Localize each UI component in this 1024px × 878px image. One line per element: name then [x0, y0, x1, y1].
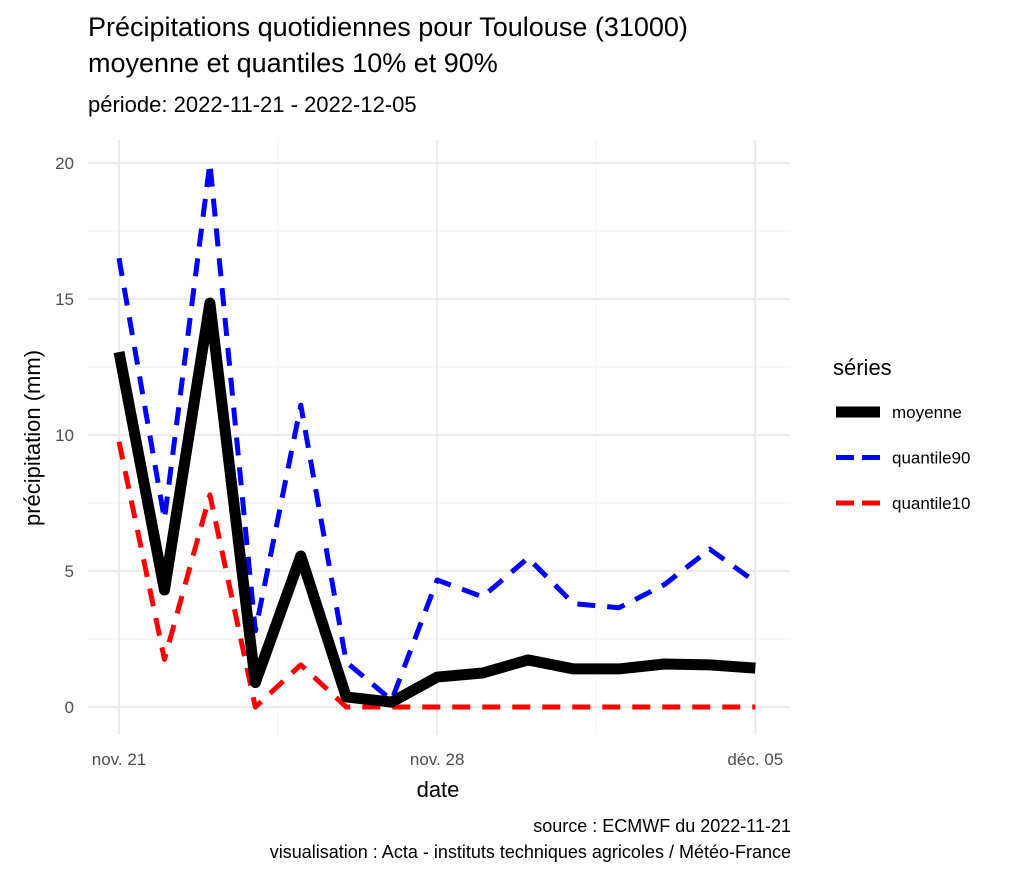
y-tick-label: 15	[55, 290, 74, 309]
axes: 0 5 10 15 20 nov. 21 nov. 28 déc. 05 date précipi…	[20, 154, 783, 802]
series-line-moyenne	[113, 297, 756, 708]
legend-title: séries	[833, 355, 892, 380]
caption-visualisation: visualisation : Acta - instituts techniq…	[269, 842, 791, 862]
chart-subtitle: période: 2022-11-21 - 2022-12-05	[88, 92, 417, 117]
x-tick-label: nov. 21	[92, 750, 147, 769]
y-tick-label: 5	[65, 562, 74, 581]
y-tick-label: 20	[55, 154, 74, 173]
x-tick-label: nov. 28	[410, 750, 465, 769]
series-line-quantile10	[116, 441, 756, 710]
series-line-quantile90	[116, 160, 757, 703]
x-tick-label: déc. 05	[727, 750, 783, 769]
chart-title: Précipitations quotidiennes pour Toulous…	[88, 12, 688, 42]
series-lines	[113, 160, 757, 710]
y-tick-label: 10	[55, 426, 74, 445]
x-axis-label: date	[417, 777, 460, 802]
y-axis-label: précipitation (mm)	[20, 350, 45, 526]
legend-label-quantile90: quantile90	[892, 449, 970, 468]
legend-label-moyenne: moyenne	[892, 403, 962, 422]
caption-source: source : ECMWF du 2022-11-21	[533, 816, 791, 836]
y-tick-label: 0	[65, 698, 74, 717]
chart-title-line2: moyenne et quantiles 10% et 90%	[88, 48, 498, 78]
legend-label-quantile10: quantile10	[892, 494, 970, 513]
legend: séries moyenne quantile90 quantile10	[833, 355, 970, 513]
